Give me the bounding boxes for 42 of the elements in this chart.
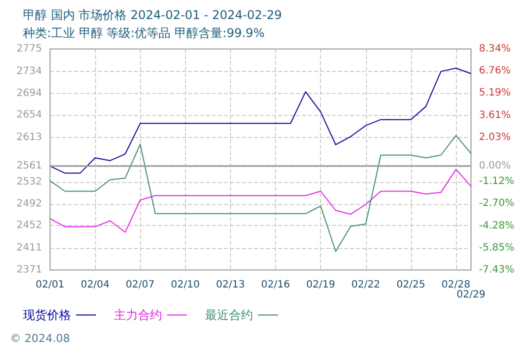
x-tick-label: 02/19 [306,280,336,290]
y-tick-label: 2694 [16,88,42,99]
chart-title: 甲醇 国内 市场价格 2024-02-01 - 2024-02-29 [23,8,282,22]
y2-tick-label: -2.70% [479,198,514,210]
line-series [50,168,472,233]
chart-subtitle: 种类:工业 甲醇 等级:优等品 甲醇含量:99.9% [23,26,265,40]
y-tick-label: 2734 [16,66,42,77]
y2-tick-label: 8.34% [479,44,511,54]
y2-tick-label: -5.85% [479,242,514,254]
x-tick-label: 02/25 [396,280,426,290]
y-tick-label: 2654 [16,110,42,121]
legend-label: 最近合约 [205,308,253,322]
y-tick-label: 2532 [16,176,42,188]
y2-tick-label: 0.00% [479,160,511,172]
x-tick-label: 02/10 [170,280,200,290]
x-tick-label: 02/16 [261,280,290,290]
x-tick-label: 02/04 [80,280,110,290]
x-tick-label: 02/07 [126,280,155,290]
line-series [50,134,472,252]
x-tick-label: 02/01 [36,280,64,290]
x-tick-label: 02/29 [456,290,486,300]
y-tick-label: 2561 [16,160,42,172]
y2-tick-label: 5.19% [479,88,511,99]
y-tick-label: 2613 [16,132,42,144]
y2-tick-label: -1.12% [479,176,514,188]
text: © 2024.08 [10,332,70,345]
y2-tick-label: -4.28% [479,220,514,232]
x-tick-label: 02/13 [216,280,245,290]
y2-tick-label: 2.03% [479,132,511,143]
y-tick-label: 2371 [16,264,42,276]
y2-tick-label: -7.43% [479,264,514,276]
x-tick-label: 02/22 [351,280,380,290]
y-tick-label: 2411 [16,242,42,254]
y2-tick-label: 3.61% [479,110,511,121]
y-tick-label: 2452 [16,220,42,232]
legend-label: 主力合约 [114,308,162,322]
y-tick-label: 2492 [16,198,42,210]
line-series [50,68,472,174]
y2-tick-label: 6.76% [479,66,511,77]
y-tick-label: 2775 [16,44,42,54]
x-tick-label: 02/28 [442,280,470,290]
legend-label: 现货价格 [23,308,71,322]
